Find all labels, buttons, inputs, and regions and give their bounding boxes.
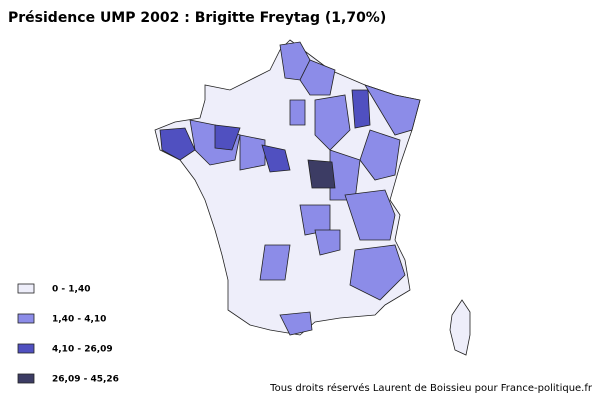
legend-label: 4,10 - 26,09 xyxy=(52,345,113,355)
corsica xyxy=(449,299,471,356)
legend: 0 - 1,40 1,40 - 4,10 4,10 - 26,09 26,09 - 4… xyxy=(17,283,119,385)
legend-swatch xyxy=(17,343,35,354)
legend-swatch xyxy=(17,283,35,294)
dept xyxy=(279,311,313,336)
credit: Tous droits réservés Laurent de Boissieu… xyxy=(269,382,593,394)
dept xyxy=(259,244,291,281)
dept xyxy=(214,124,241,151)
france-map xyxy=(154,39,471,356)
dept xyxy=(364,84,421,136)
legend-label: 26,09 - 45,26 xyxy=(52,375,119,385)
dept xyxy=(349,244,406,301)
dept xyxy=(239,134,266,171)
legend-swatch xyxy=(17,373,35,384)
dept xyxy=(261,144,291,173)
dept xyxy=(314,94,351,151)
dept xyxy=(344,189,396,241)
dept xyxy=(299,59,336,96)
dept xyxy=(359,129,401,181)
dept xyxy=(351,89,371,129)
dept xyxy=(159,127,196,161)
dept xyxy=(289,99,306,126)
legend-label: 1,40 - 4,10 xyxy=(52,315,106,325)
dept xyxy=(307,159,336,189)
map-title: Présidence UMP 2002 : Brigitte Freytag (… xyxy=(8,10,386,26)
legend-swatch xyxy=(17,313,35,324)
legend-label: 0 - 1,40 xyxy=(52,285,90,295)
dept xyxy=(314,229,341,256)
